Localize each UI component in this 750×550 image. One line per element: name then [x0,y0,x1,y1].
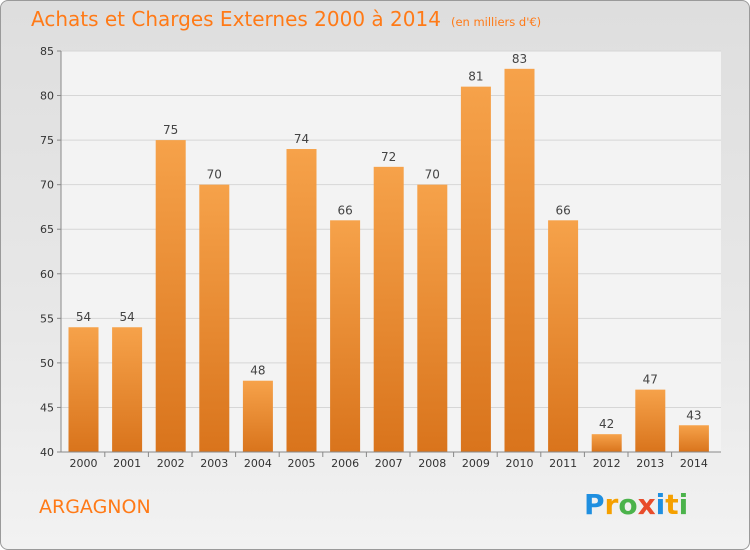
logo-letter: o [618,488,638,521]
commune-name: ARGAGNON [39,496,151,518]
bar-value-label: 47 [643,373,658,387]
x-tick-label: 2006 [331,457,359,470]
x-tick-label: 2005 [288,457,316,470]
bars-group: 54 54 75 70 48 74 66 72 70 81 83 66 42 47 43 [68,52,709,453]
y-tick-label: 45 [40,401,54,414]
y-tick-label: 80 [40,90,54,103]
chart-subtitle: (en milliers d'€) [450,15,542,29]
y-tick-label: 85 [40,45,54,58]
x-tick-label: 2008 [418,457,446,470]
bar [373,166,404,452]
x-tick-label: 2000 [70,457,98,470]
x-tick-label: 2012 [593,457,621,470]
bar [591,434,622,452]
bar-value-label: 66 [337,203,352,217]
bar [68,327,99,452]
bar-value-label: 48 [250,364,265,378]
x-tick-label: 2001 [113,457,141,470]
chart-title-text: Achats et Charges Externes 2000 à 2014 [31,7,441,31]
bar [635,389,666,452]
x-tick-label: 2014 [680,457,708,470]
x-tick-label: 2009 [462,457,490,470]
proxiti-logo: Proxiti [584,488,688,521]
x-tick-label: 2007 [375,457,403,470]
y-tick-label: 40 [40,446,54,459]
y-axis: 40 45 50 55 60 65 70 75 80 85 [40,45,62,459]
bar [242,380,273,452]
x-axis: 2000 2001 2002 2003 2004 2005 2006 2007 2008 2009… [61,451,721,470]
logo-letter: i [678,488,689,521]
x-tick-label: 2010 [506,457,534,470]
x-tick-label: 2013 [636,457,664,470]
x-tick-label: 2011 [549,457,577,470]
bar-value-label: 74 [294,132,309,146]
bar-value-label: 83 [512,52,527,66]
bar-value-label: 54 [119,310,134,324]
bar-value-label: 54 [76,310,91,324]
bar-value-label: 70 [207,168,222,182]
bar [112,327,143,452]
y-tick-label: 60 [40,268,54,281]
bar-value-label: 70 [425,168,440,182]
bar [155,140,186,452]
x-tick-label: 2004 [244,457,272,470]
bar-value-label: 81 [468,70,483,84]
bar [504,68,535,453]
bar [330,220,361,452]
chart-title: Achats et Charges Externes 2000 à 2014 (e… [31,7,541,31]
x-tick-label: 2003 [200,457,228,470]
x-tick-label: 2002 [157,457,185,470]
bar-value-label: 43 [686,408,701,422]
bar [417,184,448,452]
y-tick-label: 55 [40,312,54,325]
logo-letter: i [655,488,666,521]
bar [286,149,317,452]
logo-letter: t [665,488,679,521]
bar [460,86,491,453]
bar-value-label: 42 [599,417,614,431]
y-tick-label: 50 [40,357,54,370]
bar [678,425,709,452]
y-tick-label: 75 [40,134,54,147]
bar [199,184,230,452]
bar-value-label: 66 [555,203,570,217]
logo-letter: P [584,488,605,521]
logo-letter: x [637,488,656,521]
logo-letter: r [604,488,619,521]
bar-value-label: 75 [163,123,178,137]
y-tick-label: 70 [40,179,54,192]
y-tick-label: 65 [40,223,54,236]
bar [548,220,579,452]
bar-value-label: 72 [381,150,396,164]
